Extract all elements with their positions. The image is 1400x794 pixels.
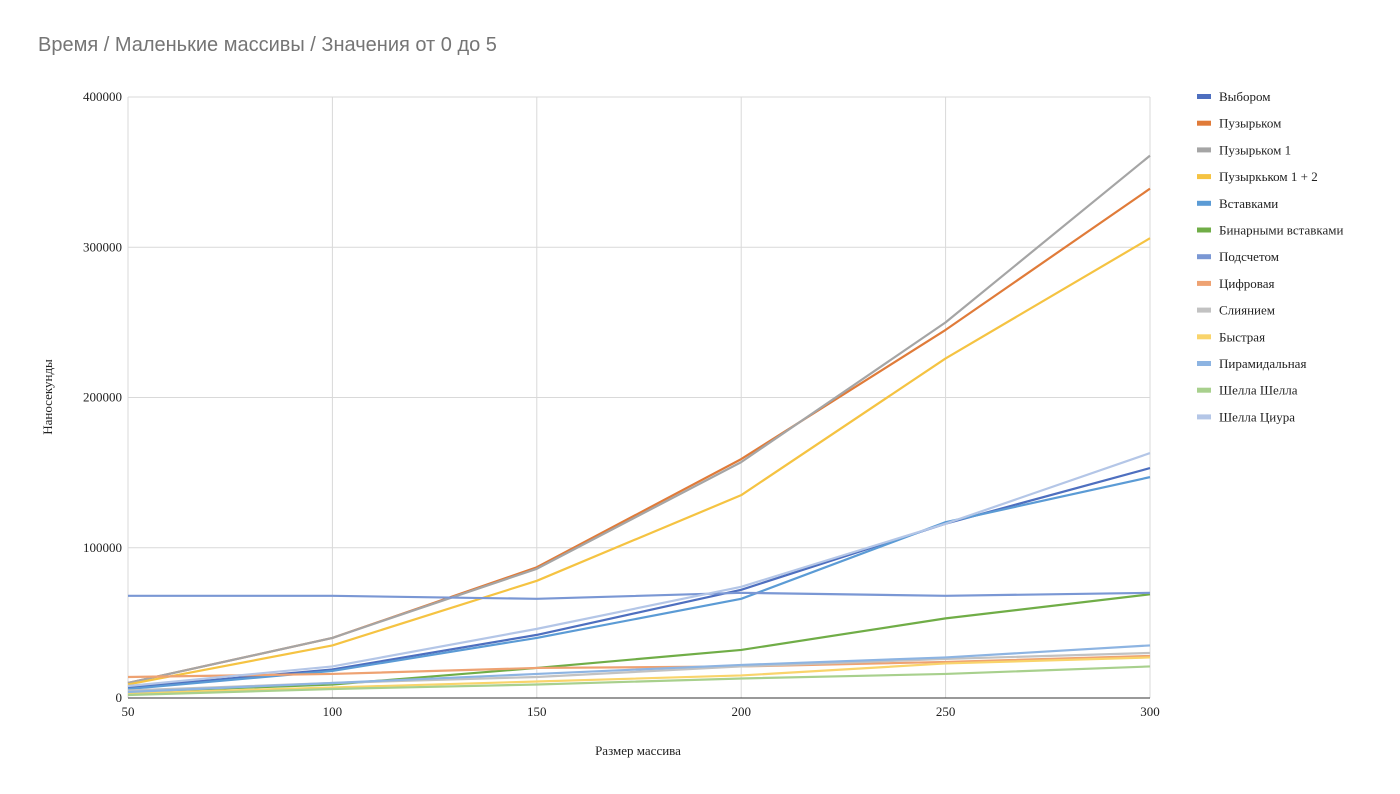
legend-label: Пузыркьком 1 + 2 [1219, 169, 1318, 184]
legend-swatch [1197, 147, 1211, 153]
legend-label: Быстрая [1219, 329, 1265, 344]
legend-label: Шелла Циура [1219, 409, 1295, 424]
legend-label: Пузырьком [1219, 116, 1281, 131]
x-tick-labels: 50 100 150 200 250 300 [122, 704, 1160, 719]
legend-label: Вставками [1219, 196, 1278, 211]
legend-swatch [1197, 414, 1211, 420]
x-tick-label: 150 [527, 704, 547, 719]
series-line-10 [127, 656, 1151, 695]
legend-label: Подсчетом [1219, 249, 1279, 264]
series-line-3 [127, 154, 1151, 685]
legend-swatch [1197, 254, 1211, 260]
series-line-13 [127, 452, 1151, 688]
legend-swatch [1197, 361, 1211, 366]
series-line-4 [127, 237, 1151, 686]
legend-swatch [1197, 307, 1211, 313]
x-tick-label: 300 [1140, 704, 1160, 719]
series-line-12 [127, 665, 1151, 697]
legend-swatch [1197, 387, 1211, 393]
x-tick-label: 200 [731, 704, 751, 719]
series-line-7 [128, 591, 1151, 600]
legend-swatch [1197, 120, 1211, 126]
legend-swatch [1197, 174, 1211, 180]
x-tick-label: 50 [122, 704, 135, 719]
legend-swatch [1197, 280, 1211, 286]
legend-label: Пирамидальная [1219, 356, 1306, 371]
series-line-6 [127, 593, 1151, 694]
y-tick-label: 400000 [83, 89, 122, 104]
series-lines [127, 154, 1151, 697]
legend: Выбором Пузырьком Пузырьком 1 Пузыркьком 1 … [1197, 89, 1343, 424]
x-axis-label: Размер массива [595, 743, 681, 758]
y-tick-label: 300000 [83, 239, 122, 254]
legend-label: Слиянием [1219, 303, 1275, 318]
series-line-11 [127, 644, 1151, 694]
y-tick-label: 0 [116, 690, 123, 705]
legend-label: Выбором [1219, 89, 1271, 104]
series-line-8 [127, 654, 1151, 679]
legend-label: Бинарными вставками [1219, 223, 1343, 238]
legend-swatch [1197, 334, 1211, 340]
chart-title: Время / Маленькие массивы / Значения от … [38, 34, 497, 56]
legend-swatch [1197, 227, 1211, 233]
x-tick-label: 250 [936, 704, 956, 719]
x-tick-label: 100 [323, 704, 343, 719]
legend-label: Цифровая [1219, 276, 1275, 291]
legend-label: Пузырьком 1 [1219, 142, 1291, 157]
y-tick-label: 100000 [83, 540, 122, 555]
y-tick-labels: 0 100000 200000 300000 400000 [83, 89, 122, 705]
y-axis-label: Наносекунды [40, 359, 55, 435]
y-tick-label: 200000 [83, 390, 122, 405]
legend-label: Шелла Шелла [1219, 383, 1298, 398]
legend-swatch [1197, 94, 1211, 99]
grid-lines [127, 96, 1151, 698]
legend-swatch [1197, 200, 1211, 206]
